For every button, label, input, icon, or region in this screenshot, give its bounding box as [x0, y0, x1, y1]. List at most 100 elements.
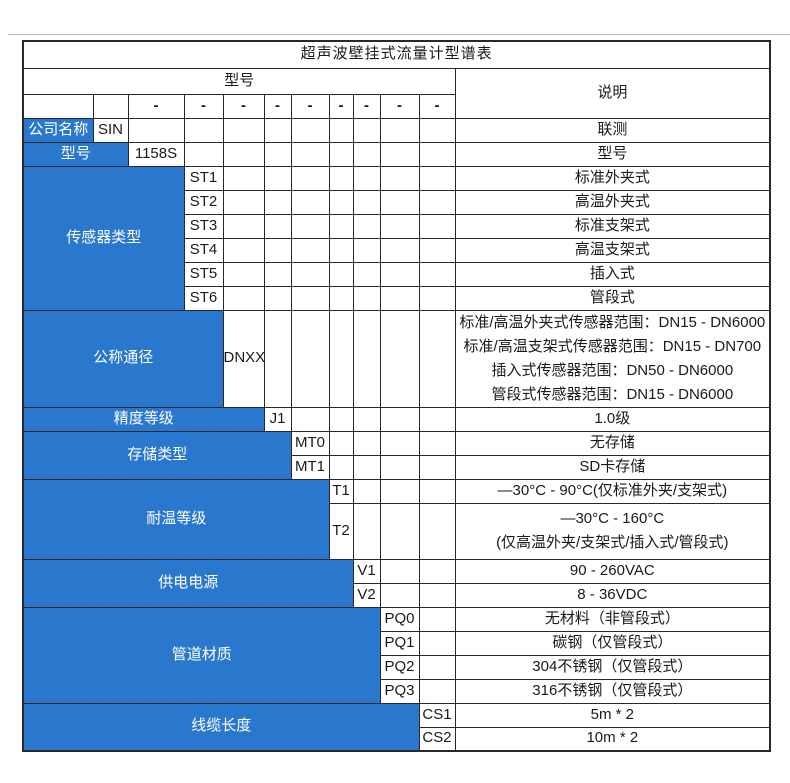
empty-cell	[352, 309, 381, 408]
desc-cell-pq3: 316不锈钢（仅管段式）	[454, 678, 771, 704]
desc-cell-t1: —30°C - 90°C(仅标准外夹/支架式)	[454, 478, 771, 504]
section-label-diameter: 公称通径	[22, 309, 224, 408]
empty-cell	[222, 189, 265, 215]
code-cell-dnxx: DNXX	[222, 309, 265, 408]
material-row: 管道材质 PQ0 无材料（非管段式）	[22, 606, 771, 704]
empty-cell	[352, 406, 381, 432]
desc-header: 说明	[454, 67, 771, 119]
model-segment-dash: -	[263, 93, 292, 119]
empty-cell	[352, 213, 381, 239]
empty-cell	[379, 502, 420, 560]
empty-cell	[290, 141, 330, 167]
header-row: 型号 说明	[22, 67, 771, 119]
temperature-row: 耐温等级 T1 —30°C - 90°C(仅标准外夹/支架式)	[22, 478, 771, 560]
top-divider-line	[8, 34, 790, 35]
section-label-accuracy: 精度等级	[22, 406, 265, 432]
code-cell-st3: ST3	[183, 213, 224, 239]
empty-cell	[352, 478, 381, 504]
company-row: 公司名称 SIN 联测	[22, 117, 771, 143]
sensor-row: 传感器类型 ST1 标准外夹式	[22, 165, 771, 311]
material-row: PQ3 316不锈钢（仅管段式）	[23, 678, 771, 704]
section-label-storage: 存储类型	[22, 430, 292, 480]
desc-cell-pq2: 304不锈钢（仅管段式）	[454, 654, 771, 680]
code-cell-st1: ST1	[183, 165, 224, 191]
empty-cell	[352, 285, 381, 311]
empty-cell	[222, 237, 265, 263]
section-label-material: 管道材质	[22, 606, 381, 704]
empty-cell	[418, 141, 456, 167]
code-cell-st2: ST2	[183, 189, 224, 215]
empty-cell	[352, 502, 381, 560]
code-cell-st6: ST6	[183, 285, 224, 311]
power-row: V2 8 - 36VDC	[23, 582, 771, 608]
code-cell-st4: ST4	[183, 237, 224, 263]
empty-cell	[92, 93, 129, 119]
sensor-row: ST6 管段式	[23, 285, 771, 311]
empty-cell	[418, 582, 456, 608]
empty-cell	[263, 213, 292, 239]
code-cell-t2: T2	[328, 502, 354, 560]
power-row: 供电电源 V1 90 - 260VAC	[22, 558, 771, 608]
cable-row: CS2 10m * 2	[23, 726, 771, 752]
empty-cell	[290, 406, 330, 432]
empty-cell	[379, 430, 420, 456]
code-cell-st5: ST5	[183, 261, 224, 287]
t2-range-line: (仅高温外夹/支架式/插入式/管段式)	[496, 534, 729, 551]
empty-cell	[222, 117, 265, 143]
empty-cell	[418, 213, 456, 239]
desc-cell-diameter: 标准/高温外夹式传感器范围：DN15 - DN6000 标准/高温支架式传感器范…	[454, 309, 771, 408]
empty-cell	[379, 309, 420, 408]
storage-row: 存储类型 MT0 无存储	[22, 430, 771, 480]
model-segment-dash: -	[290, 93, 330, 119]
section-label-cable: 线缆长度	[22, 702, 420, 752]
desc-cell-mt0: 无存储	[454, 430, 771, 456]
code-cell-pq2: PQ2	[379, 654, 420, 680]
empty-cell	[418, 237, 456, 263]
diameter-range-line: 插入式传感器范围：DN50 - DN6000	[491, 361, 734, 379]
empty-cell	[379, 141, 420, 167]
sensor-row: ST3 标准支架式	[23, 213, 771, 239]
empty-cell	[379, 285, 420, 311]
code-cell-v2: V2	[352, 582, 381, 608]
empty-cell	[183, 117, 224, 143]
desc-cell-st4: 高温支架式	[454, 237, 771, 263]
empty-cell	[379, 213, 420, 239]
empty-cell	[263, 141, 292, 167]
desc-cell-st1: 标准外夹式	[454, 165, 771, 191]
desc-cell-pq0: 无材料（非管段式）	[454, 606, 771, 632]
desc-cell-st2: 高温外夹式	[454, 189, 771, 215]
empty-cell	[379, 582, 420, 608]
empty-cell	[290, 285, 330, 311]
empty-cell	[290, 213, 330, 239]
empty-cell	[418, 606, 456, 632]
empty-cell	[22, 93, 94, 119]
empty-cell	[263, 165, 292, 191]
storage-row: MT1 SD卡存储	[23, 454, 771, 480]
empty-cell	[352, 237, 381, 263]
empty-cell	[352, 430, 381, 456]
empty-cell	[328, 213, 354, 239]
model-segment-dash: -	[352, 93, 381, 119]
empty-cell	[418, 654, 456, 680]
empty-cell	[379, 237, 420, 263]
empty-cell	[290, 165, 330, 191]
empty-cell	[263, 285, 292, 311]
code-cell-pq3: PQ3	[379, 678, 420, 704]
model-segment-dash: -	[222, 93, 265, 119]
diameter-row: 公称通径 DNXX 标准/高温外夹式传感器范围：DN15 - DN6000 标准…	[22, 309, 771, 408]
empty-cell	[379, 558, 420, 584]
code-cell-v1: V1	[352, 558, 381, 584]
empty-cell	[379, 165, 420, 191]
empty-cell	[418, 285, 456, 311]
empty-cell	[379, 454, 420, 480]
empty-cell	[183, 141, 224, 167]
code-cell-mt0: MT0	[290, 430, 330, 456]
empty-cell	[328, 117, 354, 143]
empty-cell	[352, 261, 381, 287]
empty-cell	[418, 165, 456, 191]
desc-cell-cs2: 10m * 2	[454, 726, 771, 752]
model-segment-dash: -	[328, 93, 354, 119]
desc-cell-model: 型号	[454, 141, 771, 167]
desc-cell-company: 联测	[454, 117, 771, 143]
